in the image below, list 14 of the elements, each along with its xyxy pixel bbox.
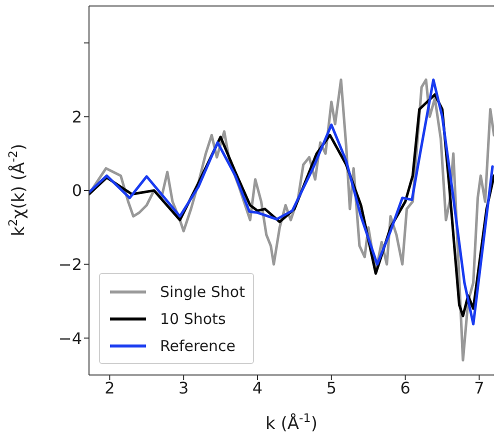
legend-label: 10 Shots [160,310,226,328]
x-tick-label: 4 [252,378,263,398]
x-tick-label: 6 [400,378,410,398]
x-axis-title: k (Å$^{-1}$) [265,411,318,434]
x-tick-label: 3 [178,378,189,398]
x-tick-label: 7 [474,378,484,398]
legend-label: Reference [160,336,236,354]
y-tick-label: 0 [72,181,82,200]
y-tick-label: 2 [72,107,82,126]
y-tick-label: −2 [58,254,82,274]
y-tick-label: −4 [58,328,82,348]
x-tick-label: 5 [326,378,337,398]
x-tick-label: 2 [104,378,115,398]
legend-label: Single Shot [160,282,245,300]
